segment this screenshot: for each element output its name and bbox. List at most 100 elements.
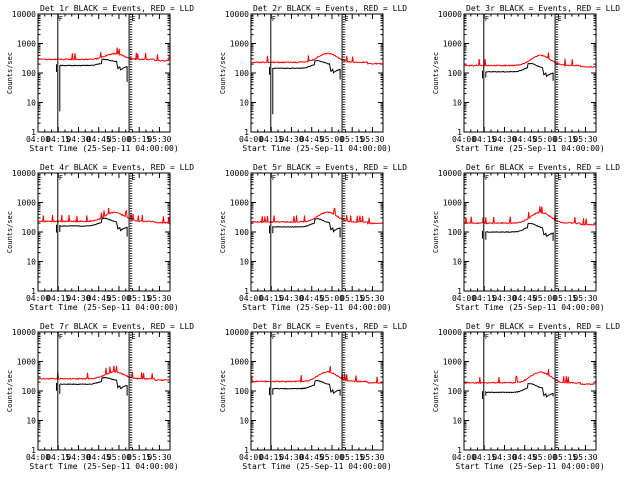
x-axis-label: Start Time (25-Sep-11 04:00:00) <box>242 144 391 153</box>
events-series-line <box>59 58 128 112</box>
marker-flag: E <box>344 333 348 341</box>
marker-flag: E <box>344 174 348 182</box>
y-tick-label: 10 <box>26 258 36 267</box>
x-tick-label: 05:30 <box>573 294 597 303</box>
x-tick-label: 04:30 <box>279 135 303 144</box>
x-axis-label: Start Time (25-Sep-11 04:00:00) <box>242 462 391 471</box>
x-axis-label: Start Time (25-Sep-11 04:00:00) <box>242 303 391 312</box>
chart-panel-9: Det 9r BLACK = Events, RED = LLD 1 10 100 10… <box>432 322 620 471</box>
marker-flag: F <box>485 333 489 341</box>
x-tick-label: 04:45 <box>87 453 111 462</box>
y-tick-label: 1000 <box>17 40 36 49</box>
y-tick-label: 1000 <box>230 358 249 367</box>
x-tick-label: 04:15 <box>259 135 283 144</box>
lld-series-line <box>464 206 596 226</box>
chart-title: Det 1r BLACK = Events, RED = LLD <box>40 4 194 13</box>
y-tick-label: 1 <box>31 287 36 296</box>
marker-flag: E <box>557 333 561 341</box>
y-axis-label: Counts/sec <box>432 370 440 412</box>
events-series-line <box>272 379 341 396</box>
x-tick-label: 05:30 <box>147 135 171 144</box>
y-tick-label: 10 <box>452 99 462 108</box>
y-tick-label: 1000 <box>230 199 249 208</box>
x-tick-label: 04:30 <box>279 453 303 462</box>
events-series-line <box>485 222 554 241</box>
x-tick-label: 04:45 <box>513 135 537 144</box>
lld-series-line <box>251 207 383 225</box>
marker-flag: E <box>131 15 135 23</box>
y-tick-label: 10000 <box>12 328 36 337</box>
y-tick-label: 10 <box>26 99 36 108</box>
x-tick-label: 04:15 <box>472 453 496 462</box>
x-tick-label: 04:15 <box>259 453 283 462</box>
y-tick-label: 100 <box>22 228 37 237</box>
y-tick-label: 1000 <box>230 40 249 49</box>
x-axis-label: Start Time (25-Sep-11 04:00:00) <box>455 303 604 312</box>
x-tick-label: 04:30 <box>492 294 516 303</box>
x-tick-label: 04:00 <box>452 453 476 462</box>
x-tick-label: 04:30 <box>279 294 303 303</box>
x-tick-label: 04:00 <box>26 453 50 462</box>
y-axis-label: Counts/sec <box>6 52 14 94</box>
x-tick-label: 05:00 <box>107 294 131 303</box>
lld-series-line <box>251 52 383 65</box>
x-tick-label: 05:15 <box>553 294 577 303</box>
x-tick-label: 04:15 <box>46 453 70 462</box>
y-tick-label: 1 <box>244 128 249 137</box>
y-axis-label: Counts/sec <box>219 52 227 94</box>
x-tick-label: 04:15 <box>472 135 496 144</box>
x-tick-label: 04:00 <box>239 294 263 303</box>
chart-panel-7: Det 7r BLACK = Events, RED = LLD 1 10 100 10… <box>6 322 194 471</box>
chart-title: Det 7r BLACK = Events, RED = LLD <box>40 322 194 331</box>
x-tick-label: 05:30 <box>360 294 384 303</box>
y-tick-label: 100 <box>235 387 250 396</box>
y-tick-label: 10000 <box>12 10 36 19</box>
y-axis-label: Counts/sec <box>432 52 440 94</box>
x-axis-label: Start Time (25-Sep-11 04:00:00) <box>455 144 604 153</box>
x-tick-label: 04:45 <box>87 135 111 144</box>
x-tick-label: 05:00 <box>533 294 557 303</box>
y-tick-label: 10000 <box>438 328 462 337</box>
x-tick-label: 04:30 <box>492 453 516 462</box>
x-axis-label: Start Time (25-Sep-11 04:00:00) <box>29 144 178 153</box>
x-tick-label: 05:15 <box>340 294 364 303</box>
x-tick-label: 05:15 <box>127 135 151 144</box>
x-tick-label: 05:30 <box>573 453 597 462</box>
chart-title: Det 3r BLACK = Events, RED = LLD <box>466 4 620 13</box>
x-tick-label: 05:00 <box>107 453 131 462</box>
chart-panel-2: Det 2r BLACK = Events, RED = LLD 1 10 100 10… <box>219 4 407 153</box>
x-tick-label: 04:30 <box>66 453 90 462</box>
x-tick-label: 05:15 <box>553 135 577 144</box>
x-tick-label: 05:30 <box>147 294 171 303</box>
y-tick-label: 10 <box>239 99 249 108</box>
y-tick-label: 1 <box>457 446 462 455</box>
lld-series-line <box>251 365 383 384</box>
lld-series-line <box>38 207 170 225</box>
y-tick-label: 10000 <box>438 169 462 178</box>
x-tick-label: 04:00 <box>26 135 50 144</box>
chart-panel-1: Det 1r BLACK = Events, RED = LLD 1 10 100 10… <box>6 4 194 153</box>
y-tick-label: 10000 <box>225 328 249 337</box>
events-series-line <box>59 217 128 237</box>
x-tick-label: 05:00 <box>533 135 557 144</box>
x-tick-label: 05:15 <box>340 135 364 144</box>
x-tick-label: 05:00 <box>320 294 344 303</box>
x-tick-label: 04:45 <box>300 294 324 303</box>
x-tick-label: 04:00 <box>26 294 50 303</box>
x-tick-label: 05:15 <box>127 294 151 303</box>
marker-flag: F <box>272 15 276 23</box>
y-axis-label: Counts/sec <box>6 211 14 253</box>
y-tick-label: 10000 <box>12 169 36 178</box>
events-series-line <box>485 62 554 81</box>
x-tick-label: 05:30 <box>573 135 597 144</box>
y-tick-label: 100 <box>22 69 37 78</box>
y-tick-label: 1000 <box>17 358 36 367</box>
x-tick-label: 04:15 <box>46 135 70 144</box>
y-tick-label: 1 <box>457 287 462 296</box>
y-tick-label: 100 <box>22 387 37 396</box>
y-tick-label: 10000 <box>225 10 249 19</box>
lld-series-line <box>38 365 170 382</box>
x-tick-label: 04:00 <box>452 294 476 303</box>
x-tick-label: 04:45 <box>87 294 111 303</box>
x-tick-label: 04:30 <box>66 135 90 144</box>
